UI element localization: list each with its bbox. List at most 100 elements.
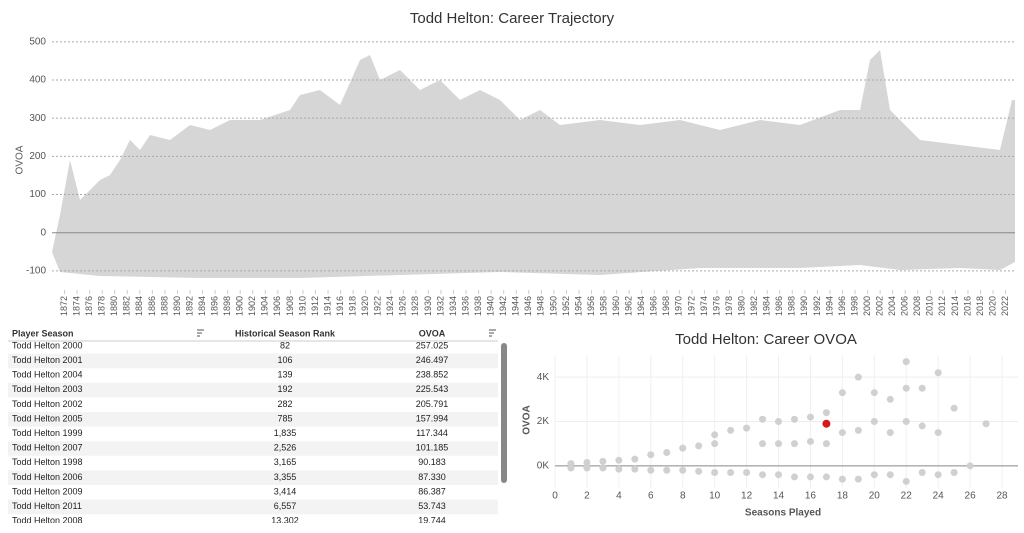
table-cell: 282 [277, 399, 292, 409]
x-tick-label: 1926 [398, 296, 408, 316]
x-tick-label: 1974 [699, 296, 709, 316]
row-band [8, 441, 498, 456]
x-tick-label: 1966 [649, 296, 659, 316]
point [711, 440, 719, 448]
x-tick-label: 14 [773, 491, 785, 502]
x-tick-label: 2020 [987, 296, 997, 316]
point [902, 384, 910, 392]
point [886, 471, 894, 479]
point [870, 418, 878, 425]
x-tick-label: 1956 [586, 296, 596, 316]
x-tick-label: 1972 [686, 296, 696, 316]
x-tick-label: 1920 [360, 296, 370, 316]
column-header: Player Season [12, 328, 74, 338]
point [870, 389, 878, 397]
x-tick-label: 2022 [1000, 296, 1010, 316]
point [759, 471, 767, 479]
table-cell: 2,526 [274, 443, 297, 453]
point [982, 420, 990, 428]
point [918, 384, 926, 392]
x-tick-label: 12 [741, 491, 753, 502]
table: Todd Helton 2000 82 257.025 Todd Helton 200… [8, 340, 498, 526]
x-tick-label: 1884 [134, 296, 144, 316]
y-tick-label: 100 [29, 189, 46, 200]
point [775, 418, 783, 425]
table-cell: 192 [277, 384, 292, 394]
table-cell: 117.344 [416, 428, 448, 438]
table-cell: 785 [277, 413, 292, 423]
x-tick-label: 1886 [147, 296, 157, 316]
x-tick-label: 0 [552, 491, 558, 502]
y-tick-label: 0K [537, 460, 550, 471]
table-cell: 53.743 [418, 501, 446, 511]
point [950, 468, 958, 476]
table-cell: 246.497 [416, 355, 449, 365]
x-tick-label: 1960 [611, 296, 621, 316]
point [631, 455, 639, 463]
x-tick-label: 1964 [636, 296, 646, 316]
point [615, 465, 623, 473]
scrollbar[interactable] [501, 343, 507, 483]
x-tick-label: 16 [805, 491, 817, 502]
table-cell: 19.744 [418, 516, 446, 526]
table-cell: Todd Helton 2005 [12, 413, 83, 423]
x-tick-label: 1952 [561, 296, 571, 316]
table-cell: Todd Helton 2009 [12, 486, 83, 496]
x-tick-label: 1962 [624, 296, 634, 316]
x-tick-label: 4 [616, 491, 622, 502]
x-tick-label: 8 [680, 491, 686, 502]
x-tick-label: 1968 [661, 296, 671, 316]
point [663, 449, 671, 457]
x-tick-label: 1976 [711, 296, 721, 316]
point [854, 426, 862, 434]
x-tick-label: 1986 [774, 296, 784, 316]
point [902, 358, 910, 366]
table-cell: 157.994 [416, 413, 449, 423]
table-cell: Todd Helton 1998 [12, 457, 83, 467]
point [759, 415, 767, 423]
x-tick-label: 28 [996, 491, 1008, 502]
y-axis-label: OVOA [15, 145, 26, 174]
x-tick-label: 1896 [209, 296, 219, 316]
table-cell: 3,355 [274, 472, 297, 482]
row-band [8, 499, 498, 515]
point [838, 389, 846, 397]
x-tick-label: 22 [901, 491, 913, 502]
y-tick-label: 400 [29, 75, 46, 86]
point [950, 404, 958, 412]
point [822, 440, 830, 448]
x-axis-label: Seasons Played [745, 508, 821, 519]
background-traces [52, 50, 1015, 278]
x-tick-label: 1994 [824, 296, 834, 316]
y-tick-label: 0 [40, 227, 46, 238]
x-tick-label: 2008 [912, 296, 922, 316]
point [759, 440, 767, 448]
x-tick-label: 1990 [799, 296, 809, 316]
point [599, 464, 607, 472]
table-cell: Todd Helton 2007 [12, 443, 83, 453]
x-tick-label: 1944 [511, 296, 521, 316]
point [822, 409, 830, 417]
x-tick-label: 1984 [762, 296, 772, 316]
x-tick-label: 1912 [310, 296, 320, 316]
chart-title: Todd Helton: Career OVOA [675, 331, 857, 348]
x-tick-label: 2 [584, 491, 590, 502]
point [695, 442, 703, 450]
x-tick-label: 2000 [862, 296, 872, 316]
x-tick-label: 1930 [423, 296, 433, 316]
x-tick-label: 1906 [272, 296, 282, 316]
y-tick-label: 300 [29, 113, 46, 124]
table-cell: Todd Helton 2006 [12, 472, 83, 482]
x-tick-label: 1898 [222, 296, 232, 316]
point [695, 467, 703, 475]
chart-title: Todd Helton: Career Trajectory [410, 10, 615, 27]
y-tick-label: -100 [26, 266, 46, 277]
table-cell: Todd Helton 2002 [12, 399, 83, 409]
table-cell: Todd Helton 1999 [12, 428, 83, 438]
point [647, 451, 655, 459]
x-tick-label: 1902 [247, 296, 257, 316]
point [966, 462, 974, 470]
x-tick-label: 1950 [548, 296, 558, 316]
